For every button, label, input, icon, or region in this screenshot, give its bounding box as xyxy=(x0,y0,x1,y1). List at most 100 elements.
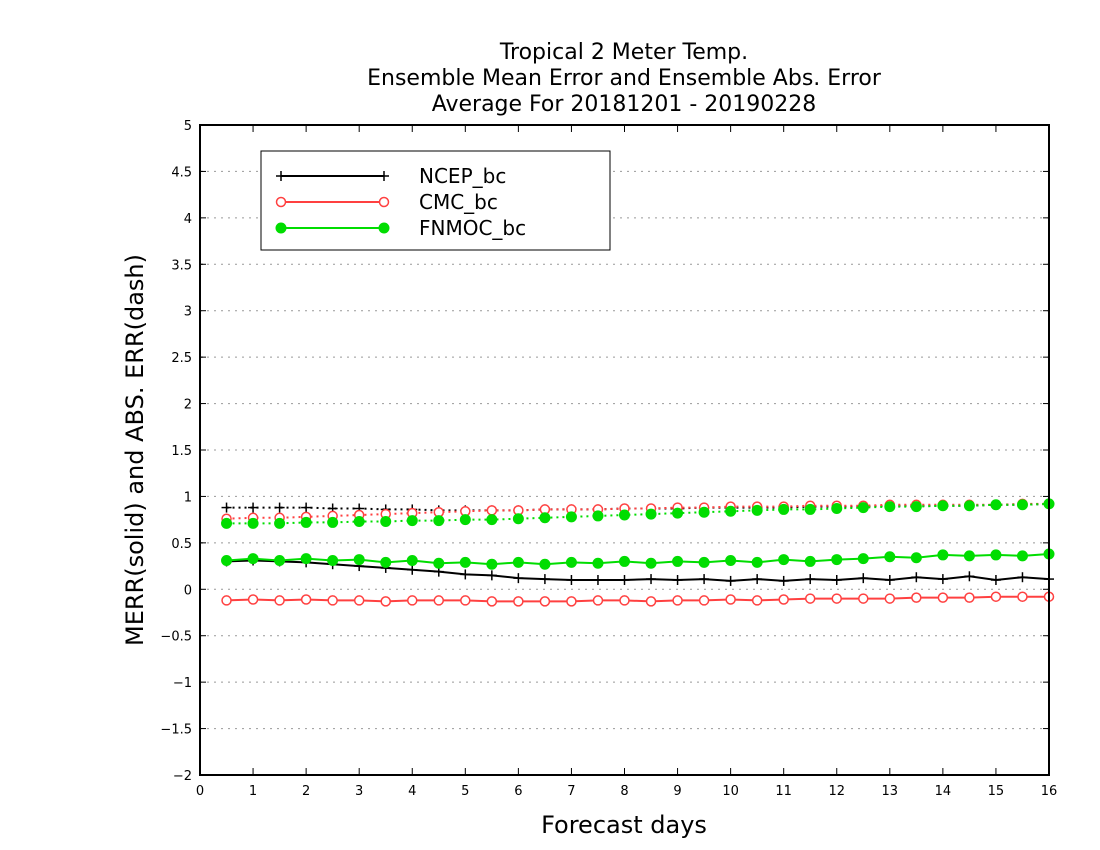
mean-error-point-fnmoc-bc xyxy=(645,557,657,569)
mean-error-point-ncep-bc xyxy=(407,564,418,575)
abs-error-point-fnmoc-bc xyxy=(300,516,312,528)
mean-error-point-fnmoc-bc xyxy=(698,556,710,568)
x-tick-label: 11 xyxy=(775,784,792,799)
abs-error-point-ncep-bc xyxy=(248,502,259,513)
mean-error-point-cmc-bc xyxy=(247,594,259,605)
abs-error-point-fnmoc-bc xyxy=(804,503,816,515)
abs-error-point-fnmoc-bc xyxy=(698,506,710,518)
mean-error-point-ncep-bc xyxy=(990,575,1001,585)
mean-error-point-fnmoc-bc xyxy=(910,552,922,564)
abs-error-line-ncep-bc xyxy=(226,502,1050,512)
series-cmc-bc xyxy=(221,498,1055,607)
mean-error-point-fnmoc-bc xyxy=(459,556,471,568)
abs-error-point-fnmoc-bc xyxy=(857,502,869,514)
mean-error-point-ncep-bc xyxy=(937,574,948,585)
mean-error-point-cmc-bc xyxy=(380,596,391,607)
y-tick-label: −1 xyxy=(173,676,192,691)
abs-error-point-ncep-bc xyxy=(274,502,285,513)
legend-item-cmc-bc: CMC_bc xyxy=(275,190,498,214)
legend-label-ncep-bc: NCEP_bc xyxy=(419,164,506,188)
y-tick-label: 3 xyxy=(184,305,192,320)
mean-error-line-ncep-bc xyxy=(226,559,1050,582)
legend-marker-fnmoc-bc xyxy=(378,222,390,234)
x-tick-label: 10 xyxy=(722,784,739,799)
abs-error-point-fnmoc-bc xyxy=(725,505,737,517)
x-axis-label: Forecast days xyxy=(541,811,707,839)
abs-error-point-fnmoc-bc xyxy=(274,517,286,529)
mean-error-point-cmc-bc xyxy=(751,595,763,606)
mean-error-point-ncep-bc xyxy=(725,575,736,586)
mean-error-point-ncep-bc xyxy=(964,571,975,582)
mean-error-point-ncep-bc xyxy=(513,573,524,584)
mean-error-point-fnmoc-bc xyxy=(539,558,551,570)
mean-error-point-cmc-bc xyxy=(513,596,524,607)
legend-marker-ncep-bc xyxy=(379,171,389,181)
legend-box xyxy=(260,150,611,251)
legend-marker-cmc-bc xyxy=(275,196,287,208)
mean-error-point-fnmoc-bc xyxy=(884,551,896,563)
mean-error-point-fnmoc-bc xyxy=(565,556,577,568)
x-tick-label: 14 xyxy=(935,784,952,799)
mean-error-point-cmc-bc xyxy=(221,595,232,606)
legend-item-fnmoc-bc: FNMOC_bc xyxy=(275,216,526,240)
abs-error-point-fnmoc-bc xyxy=(1016,499,1028,511)
mean-error-point-ncep-bc xyxy=(1017,572,1028,583)
mean-error-point-fnmoc-bc xyxy=(221,555,233,566)
series-layer xyxy=(221,498,1055,607)
abs-error-point-ncep-bc xyxy=(301,502,312,513)
y-tick-label: 3.5 xyxy=(171,258,192,273)
mean-error-point-ncep-bc xyxy=(778,575,789,586)
title-line-1: Tropical 2 Meter Temp. xyxy=(499,40,748,65)
mean-error-point-ncep-bc xyxy=(539,574,550,585)
mean-error-point-fnmoc-bc xyxy=(486,558,498,570)
mean-error-line-cmc-bc xyxy=(226,595,1049,603)
x-tick-label: 13 xyxy=(882,784,899,799)
mean-error-point-ncep-bc xyxy=(460,569,471,580)
mean-error-point-cmc-bc xyxy=(327,595,338,606)
x-tick-label: 15 xyxy=(988,784,1005,799)
x-tick-label: 1 xyxy=(249,784,257,799)
y-tick-label: 2.5 xyxy=(171,351,192,366)
mean-error-point-fnmoc-bc xyxy=(937,549,949,561)
series-fnmoc-bc xyxy=(221,498,1055,570)
mean-error-point-ncep-bc xyxy=(646,574,657,585)
x-tick-label: 16 xyxy=(1041,784,1058,799)
abs-error-point-fnmoc-bc xyxy=(247,517,259,529)
x-tick-label: 0 xyxy=(196,784,204,799)
legend-label-cmc-bc: CMC_bc xyxy=(419,190,498,214)
y-tick-label: 0 xyxy=(184,583,192,598)
mean-error-point-ncep-bc xyxy=(672,575,683,585)
mean-error-point-fnmoc-bc xyxy=(857,553,869,565)
abs-error-point-fnmoc-bc xyxy=(884,501,896,513)
mean-error-point-ncep-bc xyxy=(566,575,577,585)
mean-error-point-ncep-bc xyxy=(884,575,895,585)
abs-error-point-fnmoc-bc xyxy=(963,500,975,512)
abs-error-point-fnmoc-bc xyxy=(645,508,657,520)
mean-error-point-fnmoc-bc xyxy=(804,555,816,567)
abs-error-point-fnmoc-bc xyxy=(221,517,233,529)
x-tick-label: 4 xyxy=(408,784,416,799)
y-tick-label: 4 xyxy=(184,212,192,227)
abs-error-point-fnmoc-bc xyxy=(937,500,949,512)
mean-error-point-cmc-bc xyxy=(645,596,657,607)
mean-error-point-cmc-bc xyxy=(884,593,896,604)
x-tick-label: 6 xyxy=(514,784,522,799)
y-tick-label: 5 xyxy=(184,119,192,134)
mean-error-point-fnmoc-bc xyxy=(751,556,763,568)
legend-marker-cmc-bc xyxy=(378,196,390,208)
abs-error-point-fnmoc-bc xyxy=(380,516,392,527)
title-line-3: Average For 20181201 - 20190228 xyxy=(432,92,817,117)
mean-error-point-cmc-bc xyxy=(353,595,365,606)
abs-error-point-fnmoc-bc xyxy=(539,512,551,524)
mean-error-point-fnmoc-bc xyxy=(300,553,312,565)
abs-error-line-cmc-bc xyxy=(226,502,1049,520)
mean-error-point-cmc-bc xyxy=(778,594,789,605)
mean-error-point-cmc-bc xyxy=(831,593,842,604)
abs-error-point-ncep-bc xyxy=(221,502,232,513)
mean-error-point-ncep-bc xyxy=(911,572,922,583)
mean-error-point-cmc-bc xyxy=(937,592,949,603)
mean-error-point-ncep-bc xyxy=(592,575,603,585)
mean-error-point-cmc-bc xyxy=(433,595,445,606)
mean-error-point-fnmoc-bc xyxy=(327,555,339,566)
